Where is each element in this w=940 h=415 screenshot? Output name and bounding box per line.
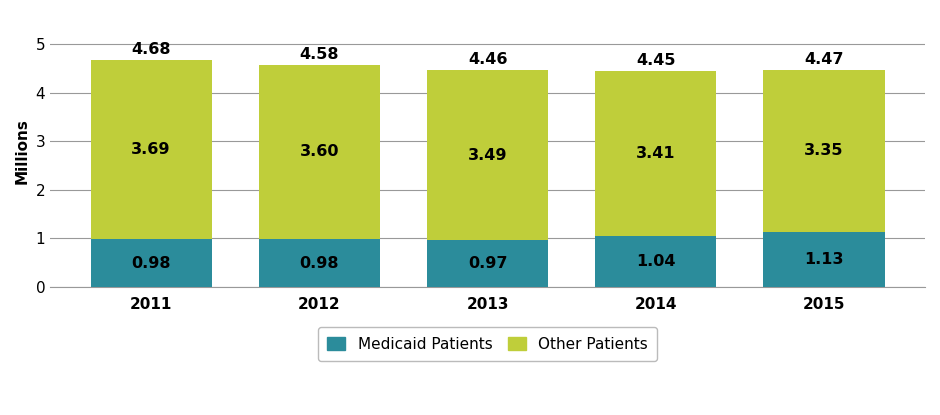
Text: 3.69: 3.69 — [132, 142, 171, 157]
Y-axis label: Millions: Millions — [15, 118, 30, 184]
Bar — [427, 240, 548, 287]
Bar — [595, 237, 716, 287]
Text: 4.58: 4.58 — [300, 46, 339, 61]
Text: 1.04: 1.04 — [636, 254, 676, 269]
Bar — [763, 70, 885, 232]
Text: 4.47: 4.47 — [805, 52, 844, 67]
Text: 0.98: 0.98 — [132, 256, 171, 271]
Text: 1.13: 1.13 — [805, 252, 844, 267]
Text: 3.41: 3.41 — [636, 146, 676, 161]
Bar — [90, 239, 212, 287]
Bar — [763, 232, 885, 287]
Text: 3.35: 3.35 — [805, 144, 844, 159]
Text: 4.45: 4.45 — [636, 53, 676, 68]
Text: 3.60: 3.60 — [300, 144, 339, 159]
Bar — [258, 64, 380, 239]
Bar — [595, 71, 716, 237]
Bar — [258, 239, 380, 287]
Bar — [90, 60, 212, 239]
Text: 3.49: 3.49 — [468, 148, 508, 163]
Legend: Medicaid Patients, Other Patients: Medicaid Patients, Other Patients — [318, 327, 657, 361]
Text: 0.98: 0.98 — [300, 256, 339, 271]
Bar — [427, 71, 548, 240]
Text: 0.97: 0.97 — [468, 256, 508, 271]
Text: 4.68: 4.68 — [132, 42, 171, 57]
Text: 4.46: 4.46 — [468, 52, 508, 67]
